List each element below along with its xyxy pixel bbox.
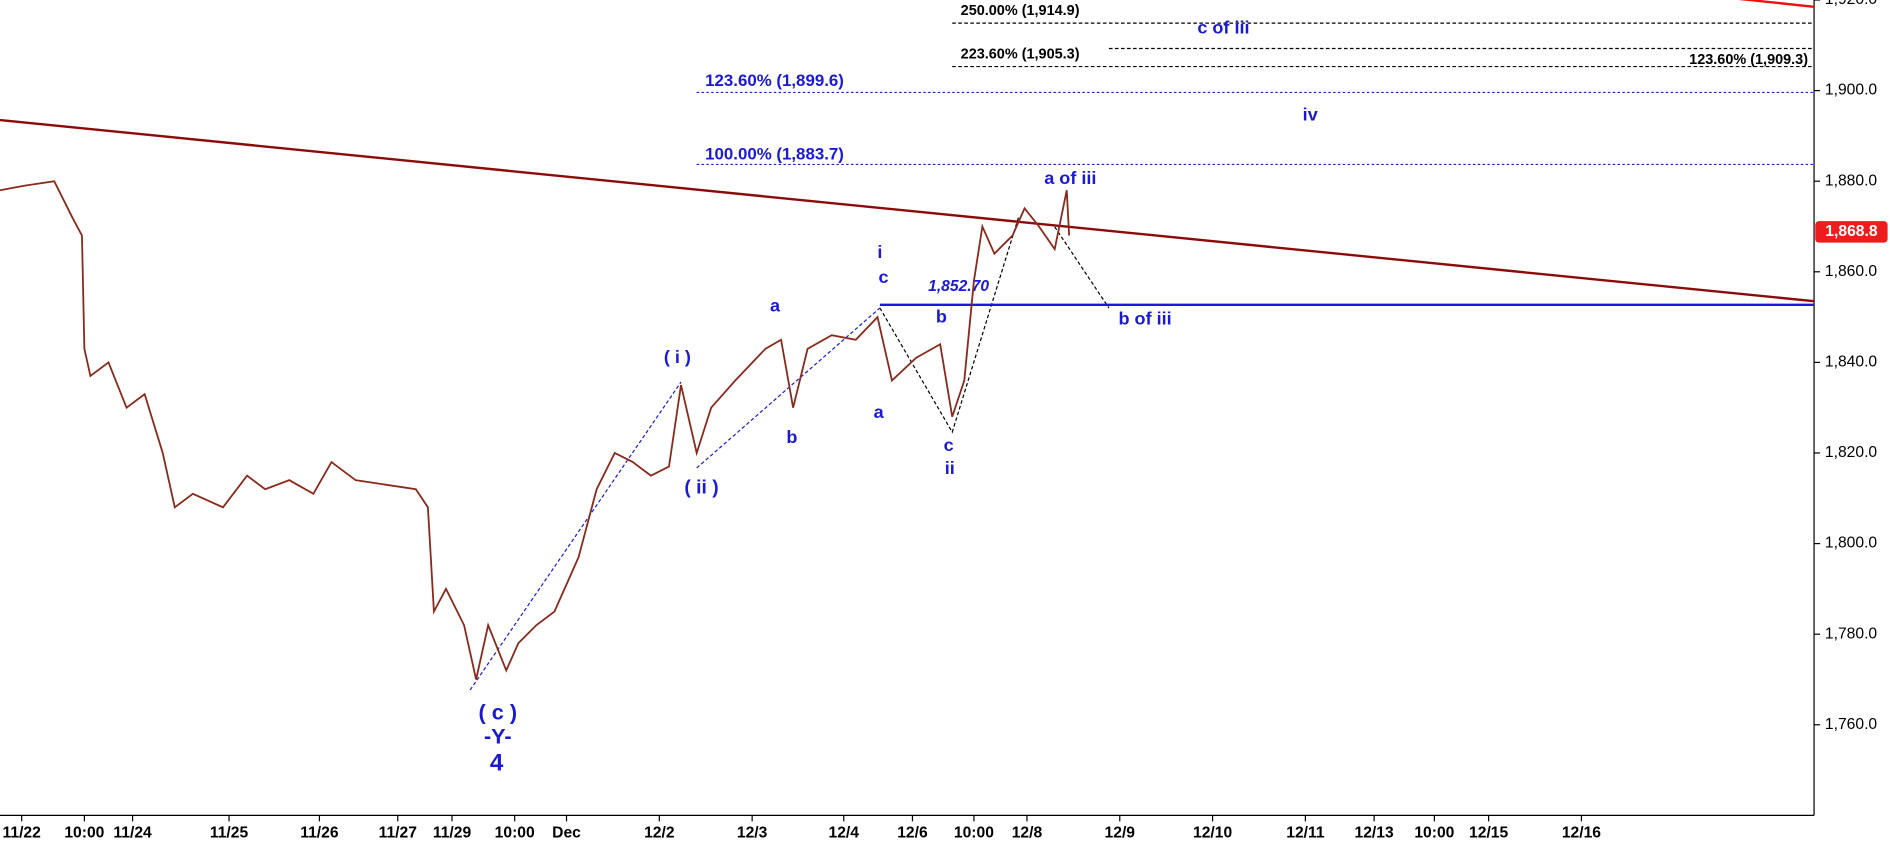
level-label: 100.00% (1,883.7) <box>705 144 844 163</box>
wave-lines <box>469 217 1110 691</box>
y-tick-label: 1,900.0 <box>1825 82 1878 99</box>
wave-label: a <box>770 296 781 316</box>
price-line <box>0 180 1071 680</box>
wave-label: a <box>874 402 885 422</box>
x-tick-label: 12/4 <box>829 824 860 841</box>
y-tick-label: 1,800.0 <box>1825 535 1878 552</box>
x-tick-label: 12/8 <box>1012 824 1043 841</box>
wave-label: b <box>786 427 797 447</box>
wave-label: c of iii <box>1197 17 1249 37</box>
x-tick-label: 12/10 <box>1193 824 1233 841</box>
x-tick-label: Dec <box>552 824 581 841</box>
wave-line <box>696 307 881 469</box>
x-tick-label: 10:00 <box>954 824 994 841</box>
wave-label: iv <box>1303 105 1318 125</box>
level-label: 123.60% (1,909.3) <box>1689 52 1808 68</box>
y-tick-label: 1,840.0 <box>1825 354 1878 371</box>
level-label: 1,852.70 <box>928 278 989 295</box>
y-tick-label: 1,880.0 <box>1825 172 1878 189</box>
x-tick-label: 12/6 <box>897 824 928 841</box>
x-tick-label: 12/11 <box>1286 824 1325 841</box>
x-tick-label: 10:00 <box>64 824 104 841</box>
level-label: 250.00% (1,914.9) <box>961 3 1080 19</box>
wave-label: a of iii <box>1044 168 1096 188</box>
x-tick-label: 10:00 <box>1414 824 1454 841</box>
wave-label: ( i ) <box>664 347 691 367</box>
wave-label: b of iii <box>1118 309 1171 329</box>
x-tick-label: 12/13 <box>1355 824 1395 841</box>
y-tick-label: 1,760.0 <box>1825 716 1878 733</box>
x-tick-label: 12/9 <box>1105 824 1136 841</box>
x-tick-label: 10:00 <box>495 824 535 841</box>
wave-label: c <box>944 435 954 455</box>
wave-label: 4 <box>490 749 504 776</box>
wave-label: ( ii ) <box>684 477 718 498</box>
trend-line <box>0 118 1815 303</box>
wave-label: ii <box>945 458 955 478</box>
wave-label: i <box>877 242 882 262</box>
x-tick-label: 12/15 <box>1469 824 1509 841</box>
x-tick-label: 11/27 <box>379 824 417 841</box>
x-tick-label: 11/25 <box>210 824 249 841</box>
y-tick-label: 1,780.0 <box>1825 625 1878 642</box>
x-tick-label: 12/2 <box>644 824 675 841</box>
x-tick-label: 12/3 <box>737 824 768 841</box>
wave-line <box>1054 226 1110 309</box>
price-badge-label: 1,868.8 <box>1825 223 1878 240</box>
wave-label: ( c ) <box>479 700 518 725</box>
level-label: 123.60% (1,899.6) <box>705 71 844 90</box>
y-tick-label: 1,820.0 <box>1825 444 1878 461</box>
price-badge <box>1815 221 1888 243</box>
y-tick-label: 1,860.0 <box>1825 263 1878 280</box>
x-tick-label: 11/26 <box>300 824 339 841</box>
wave-label: -Y- <box>484 724 512 749</box>
level-label: 223.60% (1,905.3) <box>961 46 1080 62</box>
x-tick-label: 11/22 <box>3 824 42 841</box>
x-tick-label: 11/24 <box>113 824 152 841</box>
y-tick-label: 1,920.0 <box>1825 0 1878 8</box>
trend-line <box>1738 0 1815 8</box>
x-tick-label: 12/16 <box>1562 824 1602 841</box>
x-tick-label: 11/29 <box>433 824 472 841</box>
wave-label: c <box>878 267 888 287</box>
wave-line <box>879 217 1020 434</box>
wave-label: b <box>936 306 947 326</box>
wave-line <box>469 381 682 691</box>
